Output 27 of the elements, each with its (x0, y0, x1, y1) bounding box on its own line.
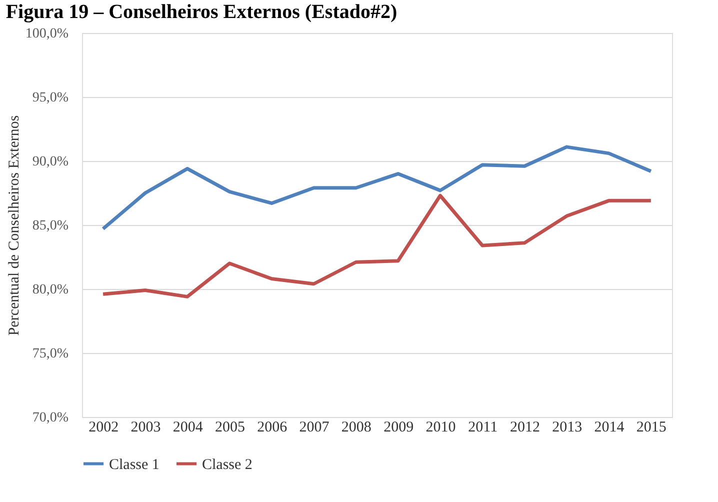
x-tick-label: 2008 (341, 420, 372, 436)
x-tick-label: 2002 (88, 420, 119, 436)
y-tick-label: 90,0% (32, 154, 69, 170)
x-tick-label: 2015 (636, 420, 666, 436)
y-axis-title: Percentual de Conselheiros Externos (6, 115, 22, 336)
x-tick-label: 2014 (594, 420, 625, 436)
x-tick-label: 2013 (552, 420, 582, 436)
x-tick-label: 2006 (257, 420, 288, 436)
y-tick-label: 85,0% (32, 218, 69, 234)
x-tick-label: 2007 (299, 420, 330, 436)
x-tick-label: 2012 (510, 420, 540, 436)
y-tick-label: 100,0% (25, 26, 69, 42)
x-tick-label: 2011 (468, 420, 498, 436)
x-tick-label: 2009 (384, 420, 414, 436)
legend-label: Classe 1 (109, 456, 160, 473)
y-tick-label: 80,0% (32, 282, 69, 298)
y-tick-label: 70,0% (32, 410, 69, 426)
x-tick-label: 2005 (215, 420, 245, 436)
y-tick-label: 95,0% (32, 90, 69, 106)
legend-label: Classe 2 (202, 456, 252, 473)
chart-title: Figura 19 – Conselheiros Externos (Estado#2) (6, 1, 398, 23)
line-series (101, 194, 653, 298)
x-tick-label: 2003 (130, 420, 161, 436)
line-series (101, 145, 653, 231)
x-tick-label: 2004 (172, 420, 204, 436)
x-tick-label: 2010 (426, 420, 456, 436)
y-tick-label: 75,0% (32, 346, 69, 362)
